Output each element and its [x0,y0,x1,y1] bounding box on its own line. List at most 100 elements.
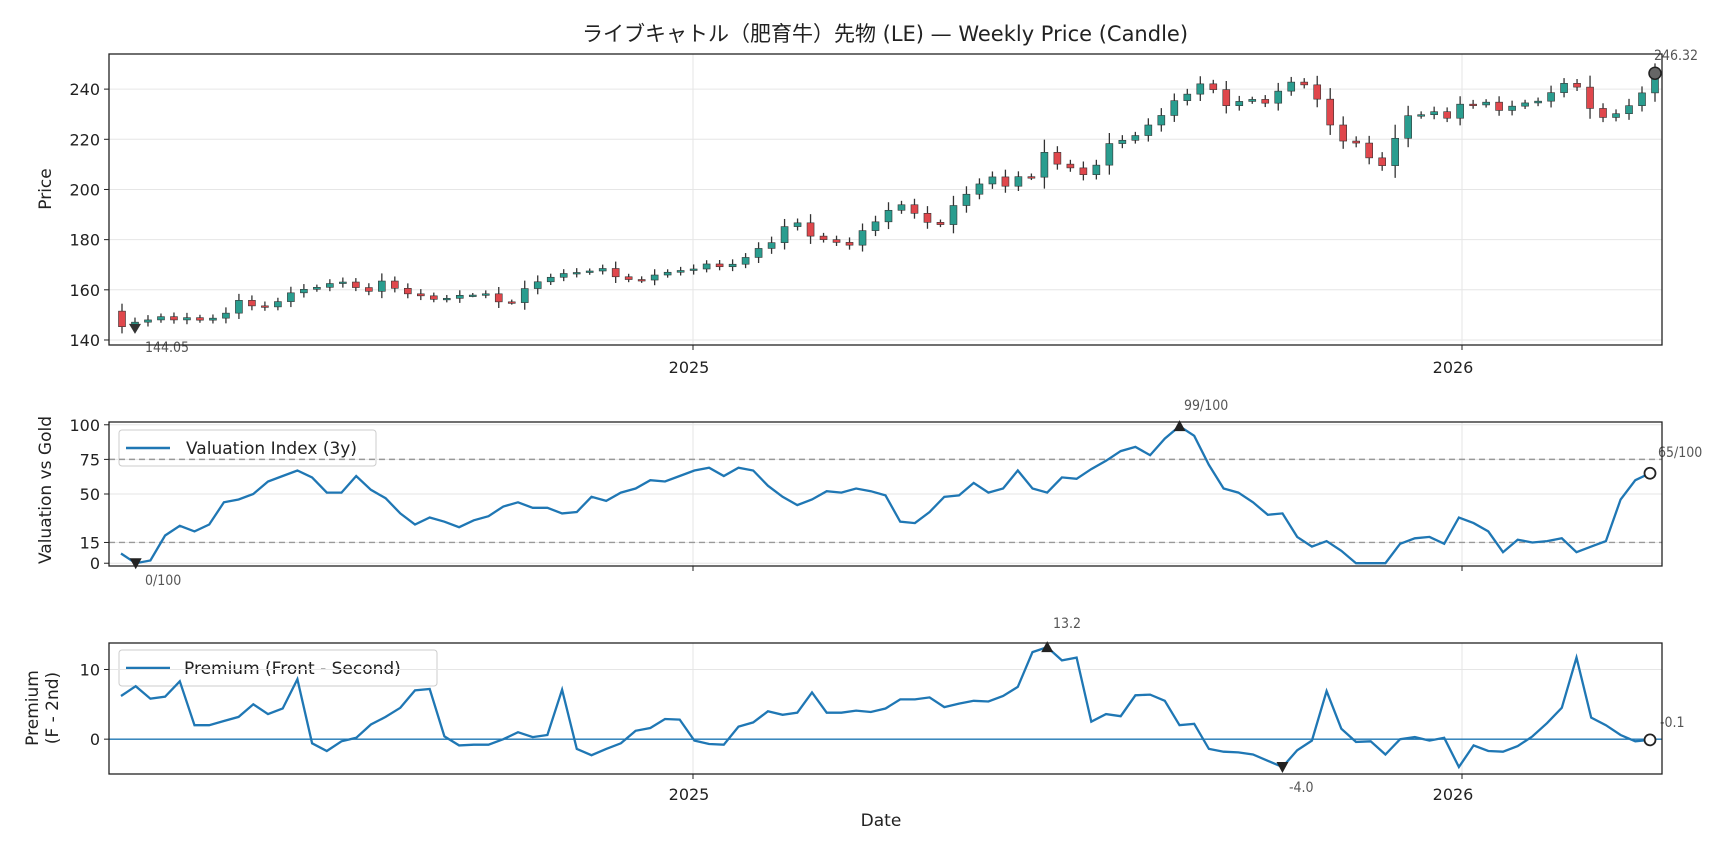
candle-body [1183,93,1192,101]
candle-body [559,273,568,278]
candle-body [300,289,308,294]
candle-body [1014,176,1023,187]
price-ytick-label: 220 [69,130,100,149]
valuation-ytick-label: 15 [80,533,100,552]
candle-body [378,280,386,292]
candle-body [806,222,815,237]
panel-frame [108,421,1663,567]
candle-body [1222,89,1231,106]
candle-body [118,310,126,327]
candle-body [1326,98,1335,126]
candle-body [352,281,360,288]
candle-body [157,316,165,321]
valuation-min-marker [129,558,142,570]
candle-body [481,293,490,296]
candle-body [663,271,672,276]
candle-body [1027,176,1036,179]
candle-body [611,268,620,278]
valuation-legend: Valuation Index (3y) [118,429,377,467]
candle-body [884,209,893,223]
candle-body [1157,115,1166,126]
candle-body [1573,83,1581,88]
candle-body [235,300,243,314]
candle-body [1040,152,1049,178]
candle-body [1547,92,1555,102]
candle-body [1534,100,1542,104]
candle-body [1586,86,1594,109]
candle-body [1638,92,1646,106]
premium-min-label: -4.0 [1289,780,1314,796]
price-min-marker [128,323,141,334]
candle-body [144,319,152,323]
valuation-last-marker [1643,466,1657,480]
price-ytick-label: 240 [69,80,100,99]
candle-body [962,193,971,206]
valuation-ytick-label: 75 [80,450,100,469]
candle-body [261,305,269,308]
candle-body [170,316,178,321]
candle-body [975,183,984,195]
candle-body [1274,90,1283,104]
premium-max-label: 13.2 [1053,616,1081,632]
premium-line [120,645,1651,770]
candle-body [1209,83,1218,90]
candle-body [183,317,191,321]
candle-body [1053,152,1062,165]
candle-body [1339,124,1348,142]
candle-body [1508,105,1516,111]
candle-body [1482,101,1490,106]
valuation-ytick-label: 100 [69,416,100,435]
candle-body [1248,99,1257,102]
candle-body [897,204,906,211]
candle-body [1079,167,1088,175]
premium-max-marker [1041,641,1054,653]
candle-body [936,222,945,225]
premium-last-label: -0.1 [1660,715,1685,731]
valuation-max-label: 99/100 [1184,398,1228,414]
candle-body [1378,157,1386,166]
candle-body [222,312,230,319]
candle-body [442,298,451,301]
candle-body [494,293,503,303]
candle-body [585,270,594,273]
valuation-legend-label: Valuation Index (3y) [186,439,357,459]
candle-body [845,242,854,246]
candle-body [1560,83,1568,93]
candle-body [650,274,659,281]
valuation-last-label: 65/100 [1658,445,1702,461]
candle-body [572,272,581,275]
candle-body [702,263,711,270]
price-ytick-label: 200 [69,180,100,199]
candle-body [754,248,763,258]
candle-body [1287,81,1296,92]
candle-body [793,222,802,227]
candle-body [741,257,750,265]
candle-body [1144,124,1153,136]
price-max-label: 246.32 [1654,48,1698,64]
candle-body [1456,103,1464,119]
candle-body [1417,114,1425,117]
candle-body [1430,111,1438,116]
candle-body [1352,140,1360,144]
valuation-ytick-label: 0 [90,554,100,573]
premium-legend: Premium (Front - Second) [118,649,438,687]
candle-body [624,276,633,280]
premium-ylabel: Premium(F - 2nd) [23,670,63,746]
candle-body [313,287,321,290]
candle-body [819,235,828,240]
frames-layer: 140 160 180 200 220 240 0 15 50 75 100 0 10 [69,53,1663,779]
candle-body [209,317,217,321]
premium-min-marker [1276,762,1289,774]
valuation-max-marker [1173,420,1186,432]
candle-body [468,294,477,297]
candle-body [429,295,438,300]
candle-body [988,176,997,185]
candle-body [365,287,373,292]
candle-body [196,317,204,321]
candle-body [1105,143,1114,166]
candle-body [1612,113,1620,118]
candle-body [339,281,347,284]
candle-body [326,283,334,288]
candle-body [1092,164,1101,175]
